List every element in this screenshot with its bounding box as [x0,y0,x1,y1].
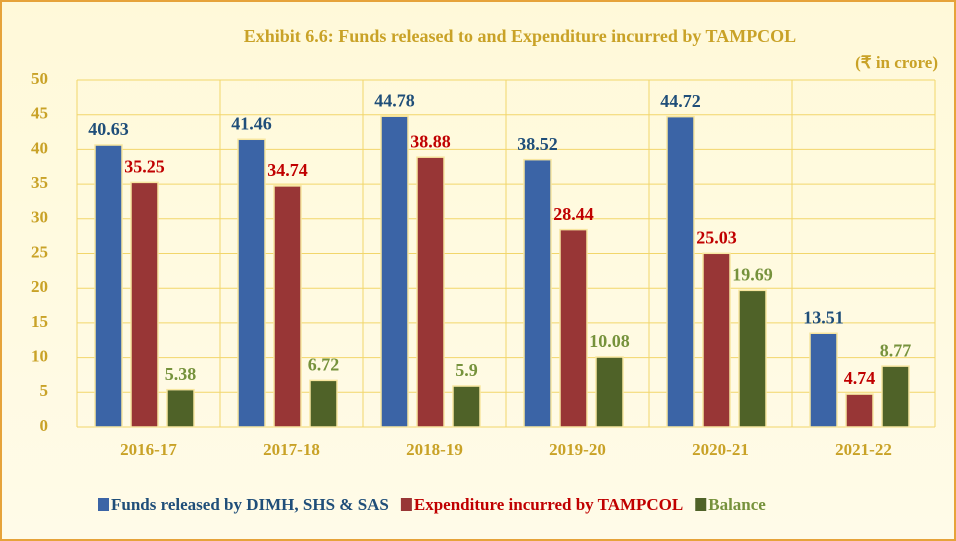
data-label: 41.46 [231,113,272,133]
legend-swatch [695,498,707,511]
bar [738,289,767,428]
y-tick-label: 50 [31,69,48,88]
data-label: 5.38 [165,364,197,384]
bar [881,365,910,428]
bar [595,356,624,428]
data-label: 5.9 [455,360,478,380]
bar [559,228,588,428]
data-label: 6.72 [308,354,340,374]
bar [809,332,838,428]
bar [94,144,123,428]
data-label: 44.78 [374,90,415,110]
data-label: 35.25 [124,156,165,176]
y-tick-label: 0 [40,416,49,435]
bar [273,185,302,428]
y-tick-label: 25 [31,242,48,261]
bar [130,181,159,428]
legend-label: Expenditure incurred by TAMPCOL [414,495,683,514]
y-tick-label: 45 [31,104,48,123]
data-label: 8.77 [880,340,912,360]
data-label: 28.44 [553,204,594,224]
data-label: 38.88 [410,131,451,151]
y-tick-label: 15 [31,312,48,331]
y-tick-label: 5 [40,381,49,400]
y-tick-label: 35 [31,173,48,192]
bar [666,115,695,428]
bar [237,138,266,428]
bar [845,393,874,428]
data-label: 4.74 [844,368,876,388]
data-label: 19.69 [732,264,773,284]
y-tick-label: 40 [31,138,48,157]
y-tick-label: 10 [31,347,48,366]
bar [309,379,338,428]
y-tick-label: 20 [31,277,48,296]
y-tick-label: 30 [31,208,48,227]
bar [416,156,445,428]
data-label: 25.03 [696,227,737,247]
x-tick-label: 2020-21 [692,440,749,459]
legend-swatch [400,498,412,511]
data-label: 13.51 [803,307,844,327]
legend-swatch [98,498,109,511]
x-tick-label: 2019-20 [549,440,606,459]
x-tick-label: 2017-18 [263,440,320,459]
data-label: 40.63 [88,119,129,139]
bar [452,385,481,428]
bar [523,158,552,428]
bar [166,388,195,428]
chart-title: Exhibit 6.6: Funds released to and Expen… [244,26,796,46]
data-label: 34.74 [267,160,308,180]
chart-subtitle: (₹ in crore) [855,53,938,72]
data-label: 44.72 [660,91,701,111]
data-label: 10.08 [589,331,630,351]
x-tick-label: 2021-22 [835,440,892,459]
legend-label: Funds released by DIMH, SHS & SAS [111,495,389,514]
bar [380,115,409,428]
legend-label: Balance [708,495,766,514]
data-label: 38.52 [517,134,558,154]
x-tick-label: 2018-19 [406,440,463,459]
bar [702,252,731,428]
x-tick-label: 2016-17 [120,440,177,459]
